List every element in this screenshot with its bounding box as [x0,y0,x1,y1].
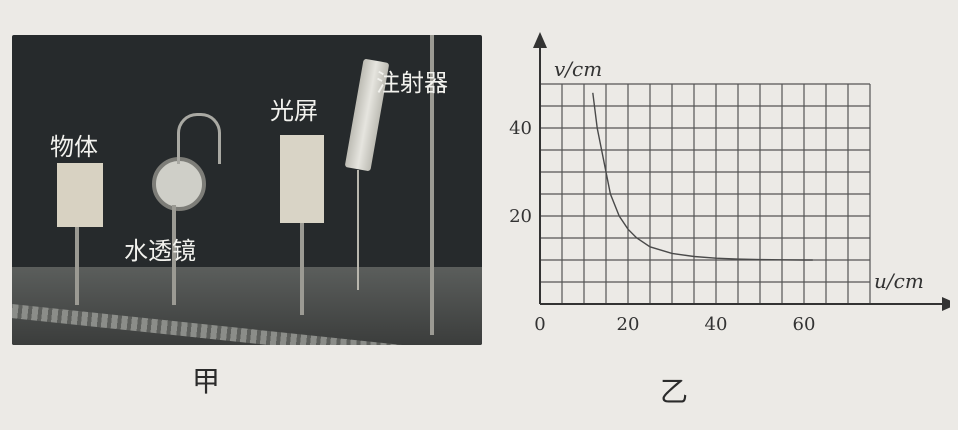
u-v-graph: 0 20 40 60 20 40 u/cm v/cm [509,32,950,335]
series-line [592,92,813,261]
x-axis-arrow [942,297,950,311]
x-tick-label: 20 [617,314,640,335]
x-tick-label: 40 [705,314,728,335]
lens-stand [172,205,176,305]
y-axis-label: v/cm [554,57,602,81]
object-stand [75,225,79,305]
label-object: 物体 [50,133,98,161]
x-tick-label: 0 [534,314,545,335]
light-screen [280,135,324,223]
y-axis-arrow [533,32,547,48]
tick-labels: 0 20 40 60 20 40 [509,118,815,335]
label-water-lens: 水透镜 [124,237,196,265]
grid [539,83,871,305]
drip-tube [357,170,359,290]
object-card [57,163,103,227]
y-tick-label: 20 [509,206,532,227]
lens-tube [177,113,221,164]
x-axis-label: u/cm [874,269,924,293]
caption-jia: 甲 [192,365,221,398]
syringe-stand [430,35,434,335]
axes [533,32,950,311]
screen-stand [300,215,304,315]
caption-yi: 乙 [660,375,689,408]
x-tick-label: 60 [793,314,816,335]
water-lens [152,157,206,211]
y-tick-label: 40 [509,118,532,139]
experiment-photo: 物体 水透镜 光屏 注射器 [12,35,482,345]
label-syringe: 注射器 [376,69,448,97]
label-screen: 光屏 [270,97,318,125]
